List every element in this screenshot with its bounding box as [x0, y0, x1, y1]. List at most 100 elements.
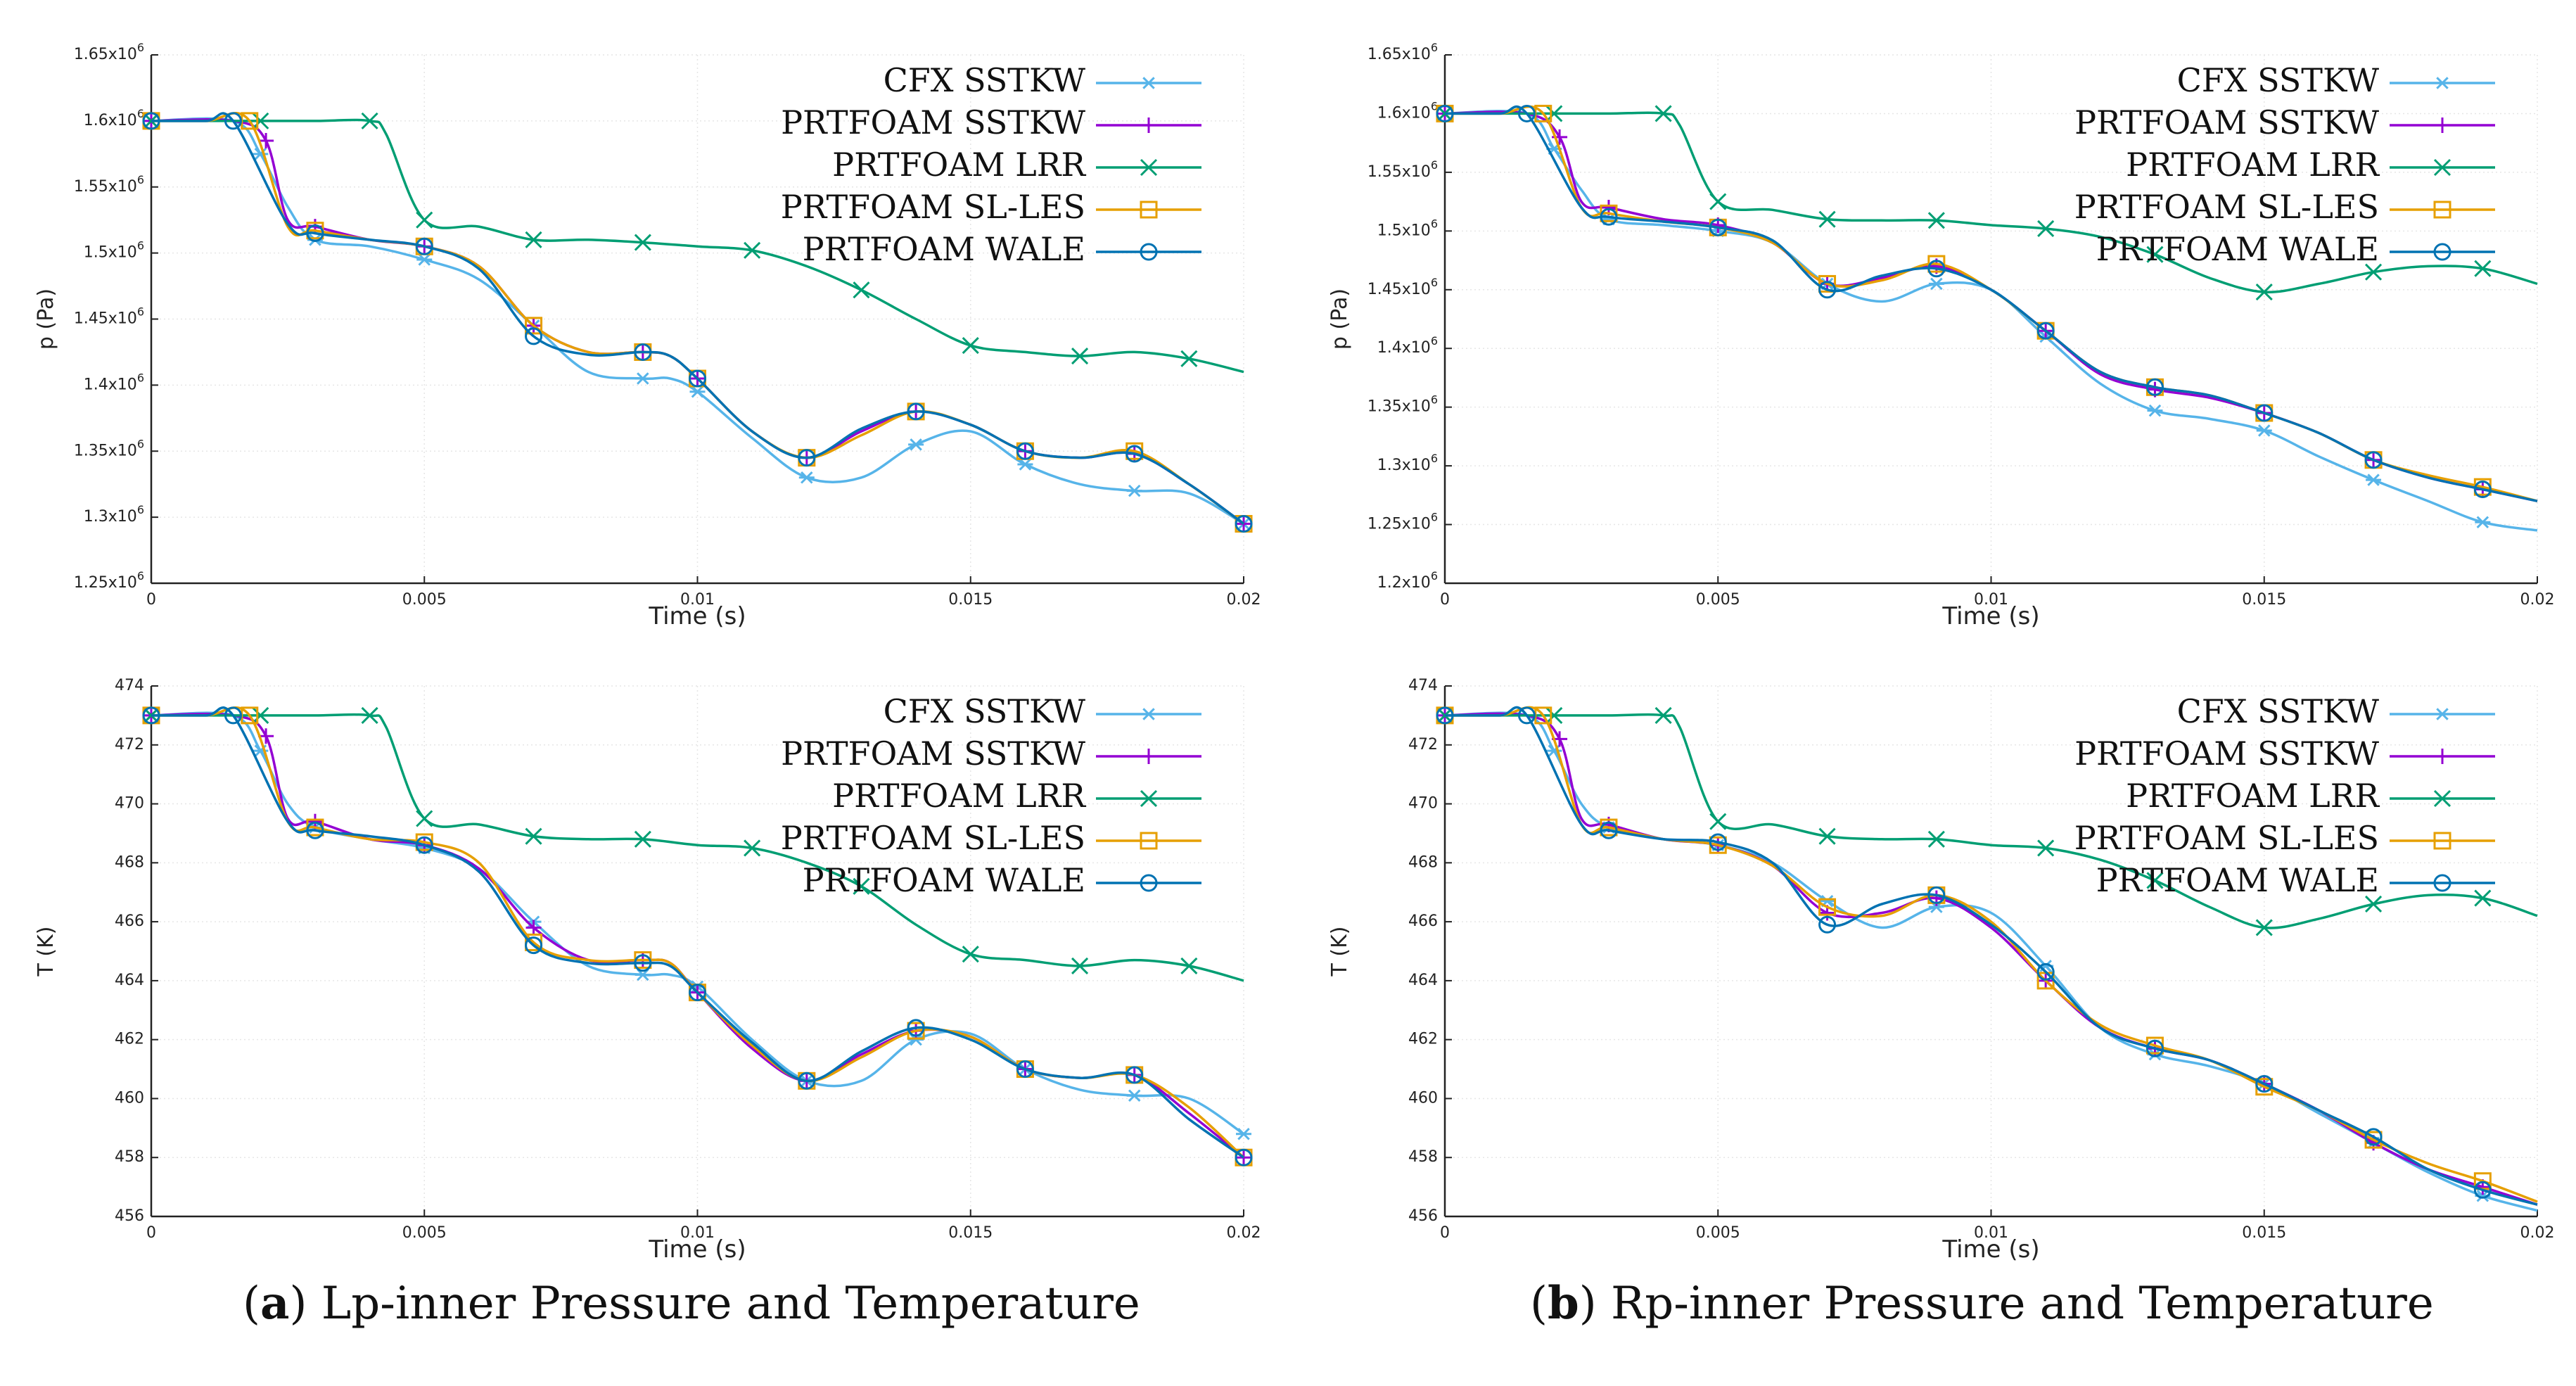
y-tick-label: 1.3x106: [84, 503, 144, 526]
data-point-prtfoam_lrr: [1180, 350, 1198, 367]
legend-label: PRTFOAM SSTKW: [2074, 103, 2380, 141]
data-point-prtfoam_wale: [1818, 281, 1837, 299]
data-point-prtfoam_lrr: [525, 827, 542, 845]
x-tick-label: 0.005: [402, 1224, 447, 1242]
legend-marker-prtfoam_sl_les: [1140, 201, 1158, 219]
data-point-prtfoam_wale: [907, 402, 925, 421]
data-point-prtfoam_lrr: [2364, 895, 2383, 913]
legend-marker-prtfoam_lrr: [1140, 158, 1158, 177]
x-tick-label: 0.005: [1696, 591, 1740, 609]
legend-label: PRTFOAM SL-LES: [781, 819, 1085, 857]
data-point-prtfoam_wale: [2036, 322, 2055, 340]
x-tick-label: 0.015: [948, 1224, 993, 1242]
data-point-prtfoam_wale: [2255, 404, 2274, 422]
data-point-prtfoam_sl_les: [1818, 274, 1837, 293]
y-tick-label: 470: [115, 795, 144, 813]
legend-marker-cfx_sstkw: [2435, 77, 2450, 89]
data-point-prtfoam_wale: [2036, 962, 2055, 981]
data-point-prtfoam_lrr: [2474, 889, 2492, 907]
data-point-prtfoam_lrr: [634, 234, 651, 251]
legend-marker-prtfoam_wale: [1140, 243, 1158, 261]
data-point-cfx_sstkw: [1928, 277, 1944, 291]
data-point-prtfoam_lrr: [2364, 263, 2383, 281]
data-point-prtfoam_lrr: [2037, 839, 2055, 857]
legend-marker-prtfoam_wale: [2433, 874, 2451, 892]
legend-marker-prtfoam_sstkw: [1141, 749, 1156, 764]
x-tick-label: 0.005: [402, 591, 447, 609]
y-tick-label: 458: [115, 1148, 144, 1166]
data-point-prtfoam_lrr: [1818, 827, 1836, 845]
legend-label: PRTFOAM WALE: [803, 230, 1085, 268]
y-tick-label: 1.4x106: [1377, 334, 1438, 357]
data-point-prtfoam_wale: [224, 706, 242, 725]
data-point-prtfoam_wale: [2145, 1039, 2164, 1057]
x-tick-label: 0: [1440, 591, 1450, 609]
y-tick-label: 460: [115, 1089, 144, 1107]
data-point-prtfoam_wale: [634, 954, 652, 972]
legend-marker-prtfoam_lrr: [2433, 158, 2451, 177]
legend-label: CFX SSTKW: [884, 61, 1086, 99]
legend-label: PRTFOAM SSTKW: [781, 735, 1086, 773]
series-line-prtfoam_lrr: [151, 713, 1244, 982]
data-point-prtfoam_lrr: [1180, 957, 1198, 975]
data-point-prtfoam_lrr: [962, 946, 979, 963]
x-axis-label: Time (s): [648, 602, 746, 630]
data-point-prtfoam_wale: [306, 224, 324, 242]
data-point-cfx_sstkw: [1236, 1127, 1251, 1140]
legend-marker-prtfoam_sl_les: [1140, 832, 1158, 850]
series-line-prtfoam_sstkw: [1444, 712, 2538, 1206]
caption-a-letter: a: [260, 1277, 290, 1330]
y-tick-label: 466: [115, 913, 144, 930]
y-tick-label: 456: [115, 1207, 144, 1225]
data-point-prtfoam_lrr: [2037, 220, 2055, 238]
y-tick-label: 462: [115, 1031, 144, 1048]
x-tick-label: 0.01: [680, 1224, 715, 1242]
y-axis-label: T (K): [34, 927, 58, 977]
data-point-prtfoam_lrr: [853, 281, 870, 299]
y-tick-label: 1.35x106: [1367, 393, 1438, 416]
y-tick-label: 458: [1408, 1148, 1438, 1166]
x-tick-label: 0.005: [1696, 1224, 1740, 1242]
y-tick-label: 468: [1408, 853, 1438, 871]
legend-label: CFX SSTKW: [884, 692, 1086, 730]
legend-marker-prtfoam_sl_les: [2433, 201, 2451, 219]
legend-marker-prtfoam_wale: [2433, 243, 2451, 261]
x-tick-label: 0.015: [948, 591, 993, 609]
y-tick-label: 1.55x106: [1367, 158, 1438, 181]
y-tick-label: 462: [1408, 1031, 1438, 1048]
data-point-prtfoam_wale: [1016, 442, 1034, 460]
data-point-cfx_sstkw: [635, 968, 651, 981]
data-point-cfx_sstkw: [2366, 473, 2382, 486]
x-tick-label: 0: [146, 1224, 156, 1242]
x-tick-label: 0.01: [1974, 591, 2008, 609]
x-tick-label: 0.015: [2242, 591, 2286, 609]
data-point-prtfoam_wale: [1600, 821, 1618, 839]
series-line-cfx_sstkw: [151, 117, 1244, 526]
y-tick-label: 1.5x106: [1377, 217, 1438, 240]
data-point-prtfoam_wale: [1436, 104, 1454, 122]
data-point-prtfoam_lrr: [1071, 348, 1089, 365]
series-line-prtfoam_lrr: [1445, 713, 2538, 929]
legend-label: CFX SSTKW: [2177, 61, 2380, 99]
data-point-prtfoam_wale: [415, 836, 433, 854]
data-point-prtfoam_wale: [415, 237, 433, 255]
y-tick-label: 468: [115, 853, 144, 871]
data-point-prtfoam_sstkw: [1236, 516, 1251, 532]
data-point-prtfoam_lrr: [853, 877, 870, 895]
data-point-cfx_sstkw: [798, 471, 815, 484]
data-point-cfx_sstkw: [1126, 1089, 1142, 1102]
data-point-prtfoam_sstkw: [1236, 1150, 1251, 1166]
legend-marker-prtfoam_sstkw: [1141, 117, 1156, 133]
data-point-prtfoam_lrr: [361, 706, 378, 724]
data-point-prtfoam_wale: [634, 343, 652, 361]
data-point-prtfoam_wale: [1235, 515, 1253, 533]
y-axis-label: T (K): [1327, 927, 1352, 977]
y-tick-label: 472: [115, 736, 144, 754]
legend-label: PRTFOAM SSTKW: [2074, 735, 2380, 773]
legend-label: PRTFOAM LRR: [2126, 146, 2380, 184]
series-line-prtfoam_lrr: [1445, 111, 2538, 293]
data-point-prtfoam_wale: [2364, 451, 2383, 469]
y-tick-label: 1.4x106: [84, 371, 144, 394]
x-tick-label: 0: [146, 591, 156, 609]
